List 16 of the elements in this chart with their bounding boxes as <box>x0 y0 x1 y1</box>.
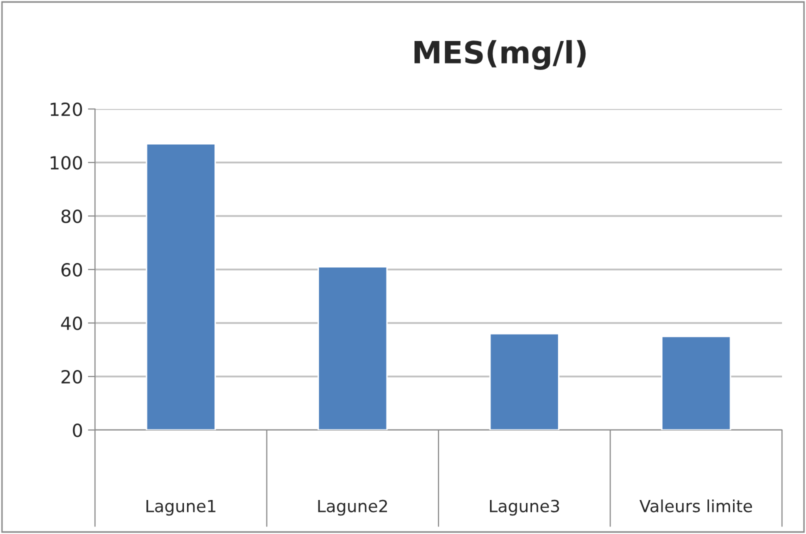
chart-title: MES(mg/l) <box>414 40 586 70</box>
y-tick-label: 120 <box>50 102 82 116</box>
y-tick-label: 40 <box>61 316 82 330</box>
x-tick-label: Valeurs limite <box>639 499 752 512</box>
bar <box>661 336 732 430</box>
y-tick-label: 60 <box>61 262 82 277</box>
bar <box>146 143 216 430</box>
y-tick-label: 20 <box>62 370 82 384</box>
bar <box>489 333 560 430</box>
y-tick-label: 100 <box>50 156 82 170</box>
y-tick-label: 0 <box>72 423 82 438</box>
x-tick-label: Lagune3 <box>490 500 560 516</box>
x-tick-label: Lagune1 <box>146 500 216 516</box>
x-tick-label: Lagune2 <box>318 500 387 516</box>
bar <box>318 266 388 430</box>
y-tick-label: 80 <box>61 209 82 224</box>
